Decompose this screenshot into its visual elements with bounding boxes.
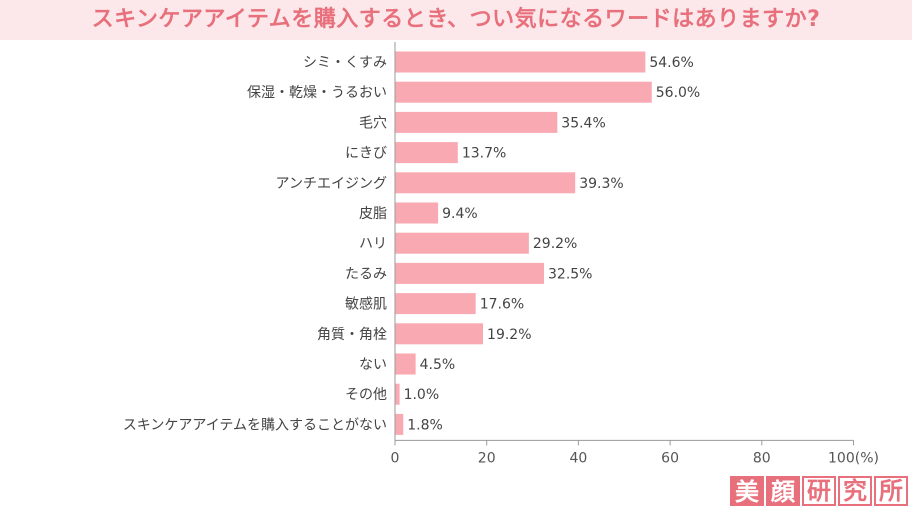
value-label: 17.6% xyxy=(480,297,524,313)
category-label: 皮脂 xyxy=(359,206,387,222)
bar xyxy=(395,262,545,284)
category-label: ハリ xyxy=(359,236,387,252)
chart-title: スキンケアアイテムを購入するとき、つい気になるワードはありますか? xyxy=(91,7,821,32)
category-label: 角質・角栓 xyxy=(317,327,387,343)
bar xyxy=(395,172,576,194)
x-tick-label: 100(%) xyxy=(828,450,879,466)
bar xyxy=(395,353,416,375)
category-label: アンチエイジング xyxy=(276,176,387,192)
category-label: その他 xyxy=(345,387,387,403)
value-label: 39.3% xyxy=(579,176,623,192)
bar xyxy=(395,142,458,164)
bar xyxy=(395,232,529,254)
value-label: 56.0% xyxy=(656,85,700,101)
x-tick-label: 60 xyxy=(661,450,679,466)
value-label: 19.2% xyxy=(487,327,531,343)
bar xyxy=(395,111,558,133)
x-tick-label: 0 xyxy=(391,450,400,466)
bar xyxy=(395,293,476,315)
logo-char: 美 xyxy=(730,476,764,506)
brand-logo: 美 顔 研 究 所 xyxy=(730,476,908,506)
logo-char: 研 xyxy=(802,476,836,506)
value-label: 4.5% xyxy=(420,357,456,373)
value-label: 35.4% xyxy=(561,115,605,131)
category-label: にきび xyxy=(345,146,387,162)
bar xyxy=(395,51,646,73)
category-label: たるみ xyxy=(345,266,387,282)
value-label: 1.8% xyxy=(407,417,443,433)
category-label: スキンケアアイテムを購入することがない xyxy=(123,417,387,433)
logo-char: 所 xyxy=(874,476,908,506)
logo-char: 顔 xyxy=(766,476,800,506)
value-label: 54.6% xyxy=(649,55,693,71)
x-tick-label: 80 xyxy=(753,450,771,466)
x-tick-label: 40 xyxy=(569,450,587,466)
value-label: 32.5% xyxy=(548,266,592,282)
bar xyxy=(395,202,439,224)
bar xyxy=(395,81,652,103)
category-label: ない xyxy=(359,357,387,373)
category-label: 敏感肌 xyxy=(345,296,387,313)
x-tick-label: 20 xyxy=(478,450,496,466)
value-label: 9.4% xyxy=(442,206,478,222)
logo-char: 究 xyxy=(838,476,872,506)
bar xyxy=(395,413,404,435)
category-label: 毛穴 xyxy=(359,115,387,131)
value-label: 13.7% xyxy=(462,146,506,162)
category-label: 保湿・乾燥・うるおい xyxy=(247,85,387,101)
title-bar xyxy=(0,0,912,40)
bar-chart: シミ・くすみ 54.6% 保湿・乾燥・うるおい 56.0% 毛穴 35.4% にきび 13.7… xyxy=(123,42,879,466)
bar xyxy=(395,383,400,405)
bar xyxy=(395,323,484,345)
value-label: 1.0% xyxy=(404,387,440,403)
value-label: 29.2% xyxy=(533,236,577,252)
category-label: シミ・くすみ xyxy=(303,55,387,71)
